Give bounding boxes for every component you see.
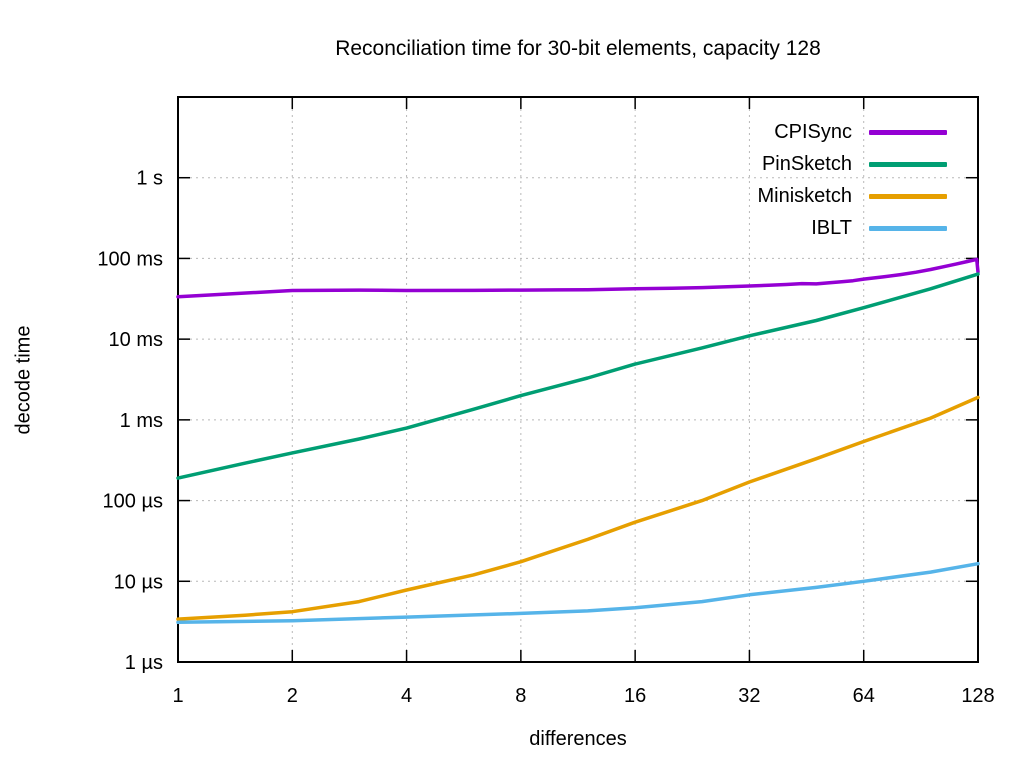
x-tick-label: 1 xyxy=(172,685,183,707)
y-tick-label: 10 µs xyxy=(114,571,163,593)
legend-item-pinsketch: PinSketch xyxy=(758,148,947,180)
legend-swatch-cpisync xyxy=(869,129,947,135)
x-axis-title: differences xyxy=(529,728,627,750)
y-tick-label: 1 µs xyxy=(125,652,163,674)
legend-item-minisketch: Minisketch xyxy=(758,180,947,212)
legend-label-cpisync: CPISync xyxy=(774,120,852,143)
series-line-cpisync xyxy=(176,257,980,299)
chart-title: Reconciliation time for 30-bit elements,… xyxy=(335,37,821,60)
legend-swatch-minisketch xyxy=(869,193,947,199)
legend: CPISync PinSketch Minisketch IBLT xyxy=(758,116,947,244)
plot-border xyxy=(177,96,979,663)
y-tick-label: 1 ms xyxy=(120,410,163,432)
legend-label-pinsketch: PinSketch xyxy=(761,152,852,175)
legend-label-iblt: IBLT xyxy=(811,216,852,239)
y-tick-label: 100 µs xyxy=(103,491,163,513)
series-line-iblt xyxy=(176,561,980,625)
y-tick-label: 100 ms xyxy=(97,248,163,270)
series-line-minisketch xyxy=(176,395,980,621)
y-tick-label: 1 s xyxy=(136,168,163,190)
x-tick-label: 64 xyxy=(853,685,875,707)
y-tick-label: 10 ms xyxy=(109,329,163,351)
legend-item-iblt: IBLT xyxy=(758,212,947,244)
legend-label-minisketch: Minisketch xyxy=(757,184,852,207)
x-tick-label: 128 xyxy=(961,685,994,707)
legend-swatch-pinsketch xyxy=(869,161,947,167)
x-tick-label: 16 xyxy=(624,685,646,707)
x-tick-label: 8 xyxy=(515,685,526,707)
legend-item-cpisync: CPISync xyxy=(758,116,947,148)
x-tick-label: 2 xyxy=(287,685,298,707)
x-tick-label: 32 xyxy=(738,685,760,707)
x-tick-label: 4 xyxy=(401,685,412,707)
series-line-pinsketch xyxy=(176,272,980,480)
legend-swatch-iblt xyxy=(869,225,947,231)
